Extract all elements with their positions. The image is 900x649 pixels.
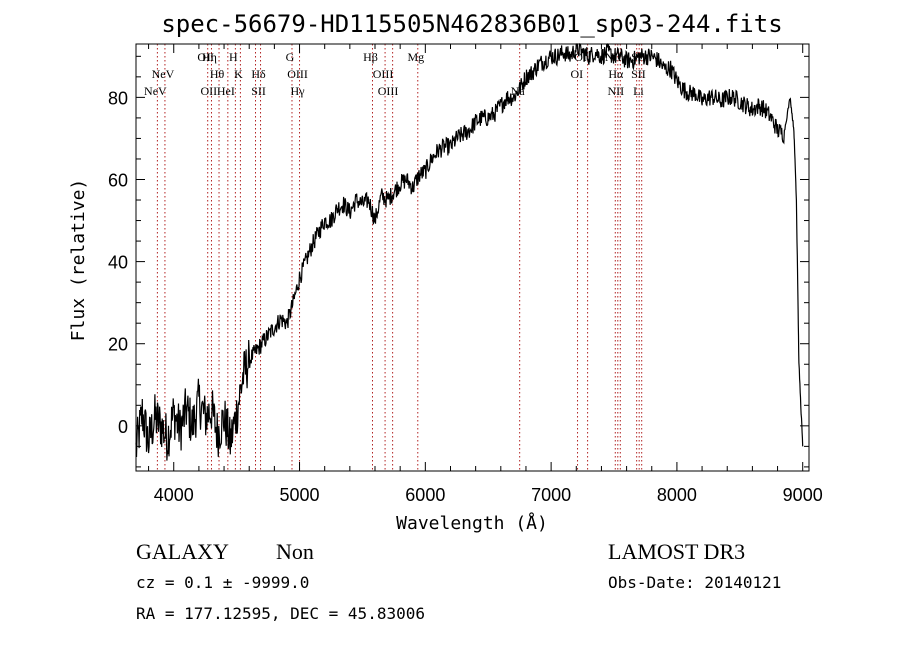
x-axis-label: Wavelength (Å) [396,512,548,534]
line-marker-label: OIII [287,67,308,81]
line-marker-label: G [286,50,295,64]
y-tick-label: 40 [108,253,128,273]
line-marker-label: OII [197,50,214,64]
line-marker-label: Hβ [363,50,378,64]
line-marker-label: SII [251,84,266,98]
spectrum-line [135,42,804,461]
y-tick-label: 80 [108,88,128,108]
y-tick-label: 0 [118,417,128,437]
line-marker-label: OI [570,67,583,81]
plot-frame [135,43,810,472]
y-tick-label: 60 [108,170,128,190]
line-marker-label: HeI [217,84,235,98]
line-marker-label: Hθ [210,67,225,81]
line-marker-label: Hη [202,50,217,64]
line-marker-label: NII [607,84,624,98]
y-axis-label: Flux (relative) [68,179,89,342]
line-marker-label: Mg [407,50,424,64]
line-marker-label: NeV [152,67,175,81]
line-marker-label: Hα [608,67,624,81]
y-tick-label: 20 [108,335,128,355]
line-marker-label: OII [201,84,218,98]
line-marker-label: K [234,67,243,81]
x-tick-label: 5000 [280,485,320,505]
x-tick-label: 8000 [657,485,697,505]
x-tick-label: 9000 [783,485,823,505]
x-tick-label: 4000 [154,485,194,505]
line-marker-label: Li [633,84,644,98]
survey-name: LAMOST DR3 [608,539,745,564]
line-marker-label: Hδ [251,67,266,81]
line-marker-label: OIII [378,84,399,98]
x-tick-label: 7000 [531,485,571,505]
line-marker-label: H [229,50,238,64]
object-subclass: Non [276,539,314,564]
line-marker-label: NeV [144,84,167,98]
line-marker-label: SII [631,67,646,81]
y-axis: 0 20 40 60 80 [108,55,809,468]
obs-date: Obs-Date: 20140121 [608,573,781,592]
redshift-line: cz = 0.1 ± -9999.0 [136,573,309,592]
line-marker-label: Hγ [291,84,306,98]
x-axis: 4000 5000 6000 7000 8000 9000 [148,44,823,505]
line-marker-label: OIII [373,67,394,81]
chart-title: spec-56679-HD115505N462836B01_sp03-244.f… [161,10,782,38]
x-tick-label: 6000 [405,485,445,505]
object-class: GALAXY [136,539,229,564]
ra-dec: RA = 177.12595, DEC = 45.83006 [136,604,425,623]
